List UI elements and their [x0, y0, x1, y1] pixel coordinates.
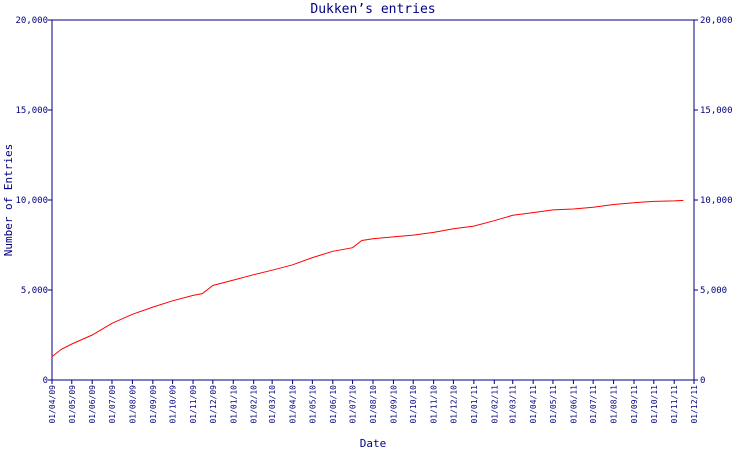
- y-axis-right: 0 5,000 10,000 15,000 20,000: [694, 16, 733, 386]
- x-tick-label: 01/11/11: [670, 385, 679, 424]
- y-axis-label: Number of Entries: [2, 144, 15, 257]
- x-axis-label: Date: [360, 437, 387, 450]
- plot-area: [51, 19, 695, 381]
- x-tick-label: 01/01/11: [470, 385, 479, 424]
- x-tick-label: 01/12/11: [690, 385, 699, 424]
- y-tick-label-left: 20,000: [15, 16, 48, 26]
- x-tick-label: 01/06/09: [88, 385, 97, 424]
- x-tick-label: 01/10/11: [650, 385, 659, 424]
- x-tick-label: 01/05/11: [549, 385, 558, 424]
- x-tick-label: 01/08/09: [128, 385, 137, 424]
- x-tick-label: 01/08/11: [610, 385, 619, 424]
- x-tick-label: 01/12/10: [449, 385, 458, 424]
- x-tick-label: 01/10/09: [169, 385, 178, 424]
- x-tick-label: 01/12/09: [209, 385, 218, 424]
- x-tick-label: 01/07/09: [108, 385, 117, 424]
- x-tick-label: 01/02/11: [490, 385, 499, 424]
- x-tick-label: 01/11/10: [430, 385, 439, 424]
- y-tick-label-left: 10,000: [15, 196, 48, 206]
- x-tick-label: 01/08/10: [369, 385, 378, 424]
- x-tick-label: 01/01/10: [229, 385, 238, 424]
- x-tick-label: 01/05/10: [308, 385, 317, 424]
- x-tick-label: 01/09/10: [389, 385, 398, 424]
- x-tick-label: 01/10/10: [409, 385, 418, 424]
- x-tick-label: 01/07/11: [589, 385, 598, 424]
- x-axis: 01/04/09 01/05/09 01/06/09 01/07/09 01/08/09…: [48, 380, 699, 424]
- series-group: [51, 199, 684, 357]
- x-tick-label: 01/05/09: [68, 385, 77, 424]
- y-axis-left: 0 5,000 10,000 15,000 20,000: [15, 16, 52, 386]
- y-tick-label-right: 15,000: [700, 106, 733, 116]
- x-tick-label: 01/09/09: [149, 385, 158, 424]
- y-tick-label-right: 10,000: [700, 196, 733, 206]
- x-tick-label: 01/11/09: [189, 385, 198, 424]
- x-tick-label: 01/03/11: [509, 385, 518, 424]
- x-tick-label: 01/06/10: [329, 385, 338, 424]
- x-tick-label: 01/02/10: [250, 385, 259, 424]
- y-tick-label-right: 5,000: [700, 286, 727, 296]
- x-tick-label: 01/09/11: [630, 385, 639, 424]
- y-tick-label-left: 15,000: [15, 106, 48, 116]
- chart-title: Dukken’s entries: [310, 2, 435, 17]
- x-tick-label: 01/03/10: [268, 385, 277, 424]
- x-tick-label: 01/06/11: [569, 385, 578, 424]
- y-tick-label-right: 0: [700, 376, 705, 386]
- x-tick-label: 01/04/09: [48, 385, 57, 424]
- y-tick-label-left: 5,000: [21, 286, 48, 296]
- x-tick-label: 01/04/11: [529, 385, 538, 424]
- x-tick-label: 01/04/10: [289, 385, 298, 424]
- series-line: [51, 199, 684, 357]
- y-tick-label-right: 20,000: [700, 16, 733, 26]
- y-tick-label-left: 0: [43, 376, 48, 386]
- x-tick-label: 01/07/10: [349, 385, 358, 424]
